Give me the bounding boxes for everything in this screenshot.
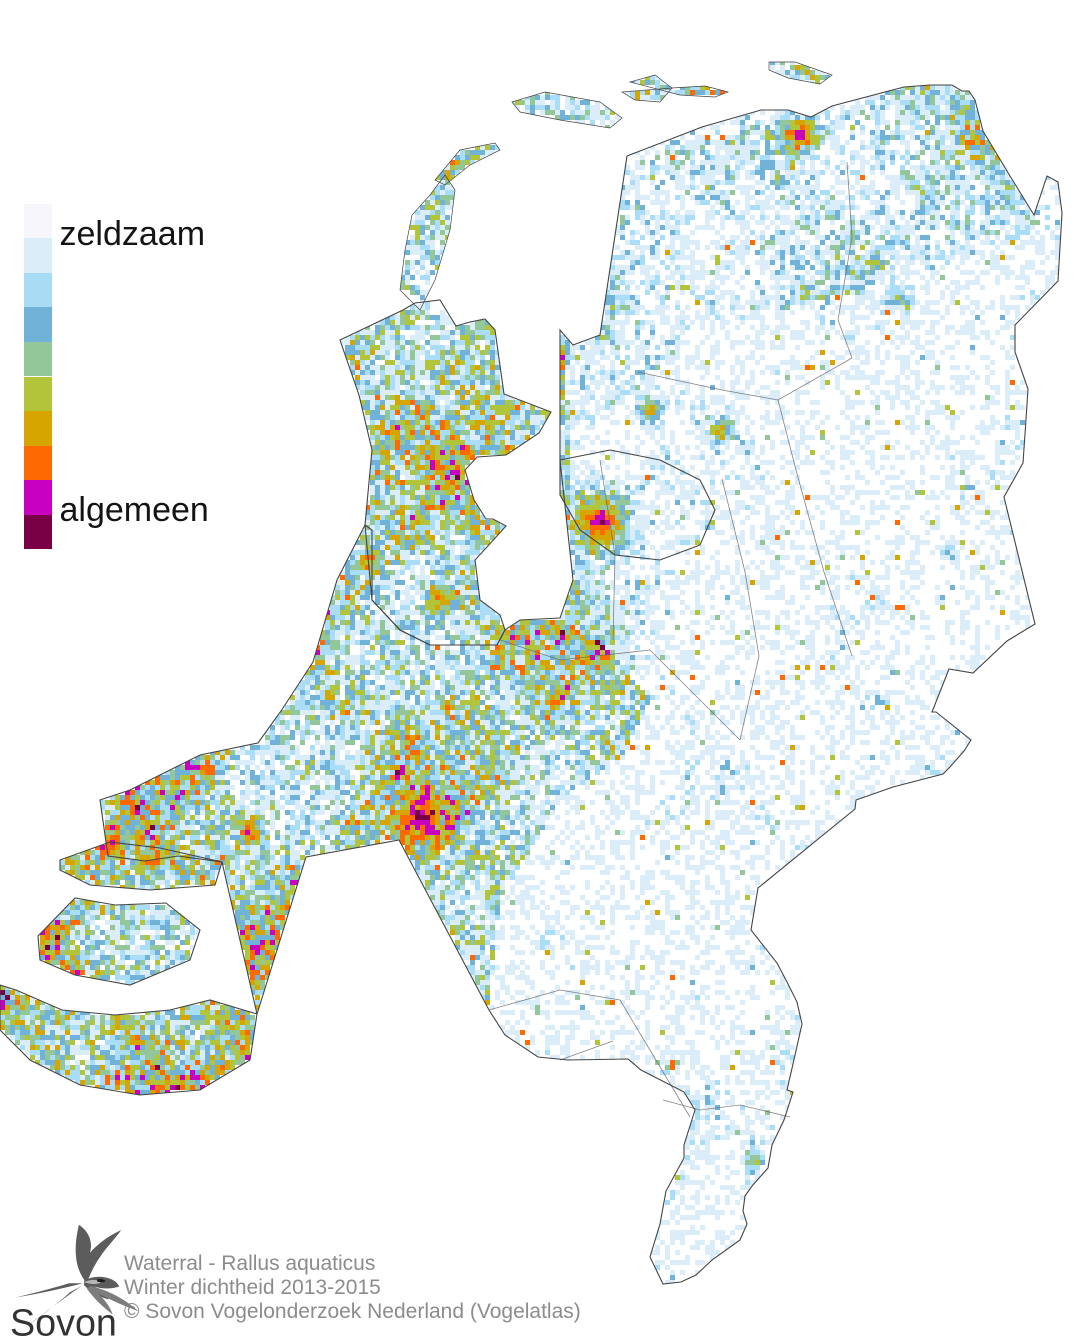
svg-text:Sovon: Sovon (10, 1301, 117, 1340)
